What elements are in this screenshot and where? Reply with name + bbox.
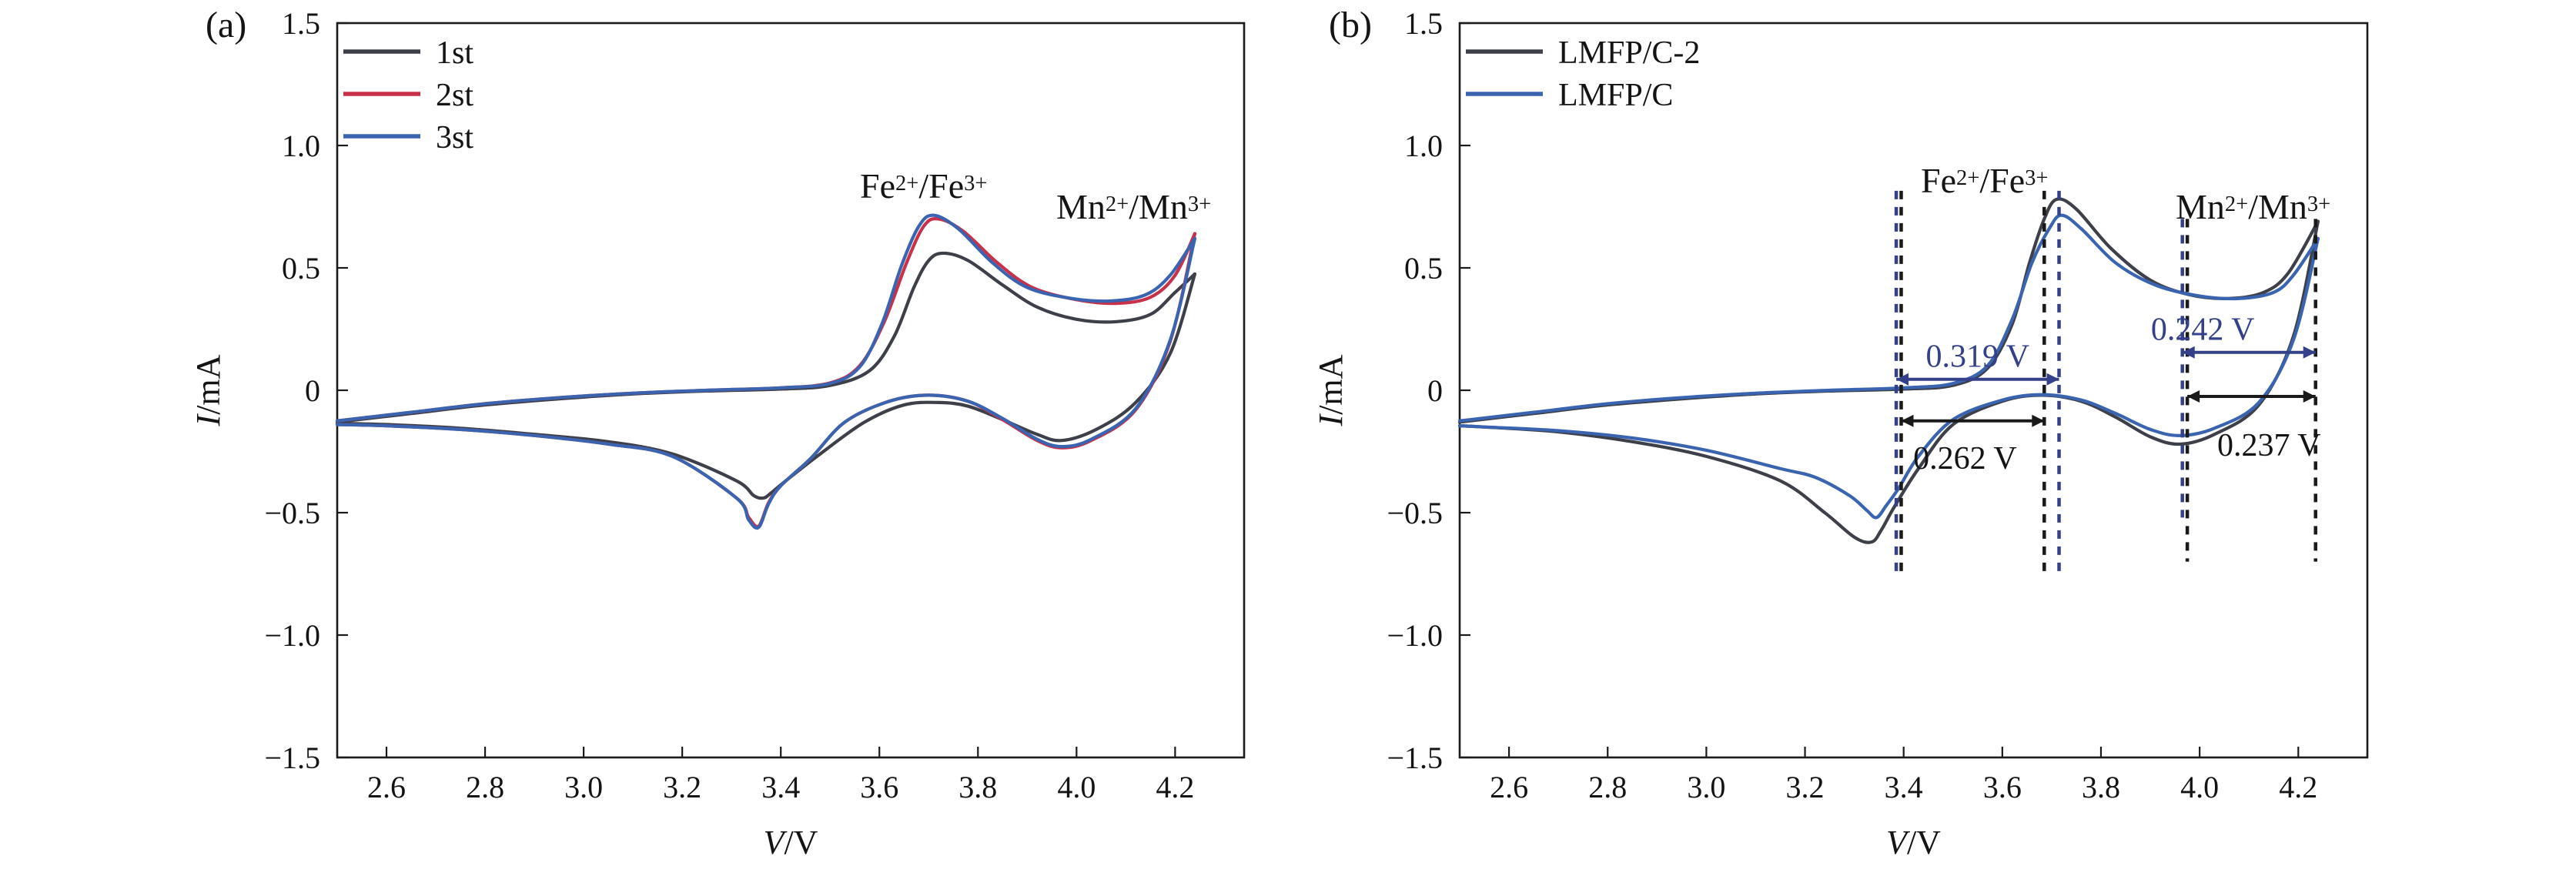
svg-text:0: 0 bbox=[305, 373, 320, 408]
svg-text:0.319 V: 0.319 V bbox=[1926, 339, 2030, 375]
svg-text:2.8: 2.8 bbox=[1588, 770, 1627, 804]
svg-text:−1.0: −1.0 bbox=[1387, 618, 1443, 653]
svg-text:1.0: 1.0 bbox=[282, 129, 320, 163]
svg-text:2.8: 2.8 bbox=[466, 770, 504, 804]
svg-text:0: 0 bbox=[1427, 373, 1443, 408]
svg-text:−1.0: −1.0 bbox=[264, 618, 320, 653]
svg-text:(b): (b) bbox=[1329, 5, 1372, 45]
svg-text:I/mA: I/mA bbox=[1312, 354, 1350, 426]
svg-text:4.2: 4.2 bbox=[2279, 770, 2317, 804]
svg-text:4.2: 4.2 bbox=[1156, 770, 1194, 804]
svg-text:1.5: 1.5 bbox=[1404, 6, 1443, 41]
svg-text:V/V: V/V bbox=[1886, 824, 1941, 861]
svg-text:3.4: 3.4 bbox=[761, 770, 800, 804]
svg-text:0.5: 0.5 bbox=[1404, 251, 1443, 286]
svg-text:4.0: 4.0 bbox=[1057, 770, 1096, 804]
svg-text:LMFP/C-2: LMFP/C-2 bbox=[1558, 35, 1700, 71]
svg-text:3st: 3st bbox=[436, 120, 473, 155]
svg-text:0.262 V: 0.262 V bbox=[1913, 441, 2017, 476]
svg-text:3.0: 3.0 bbox=[564, 770, 603, 804]
svg-text:3.8: 3.8 bbox=[958, 770, 997, 804]
svg-text:1st: 1st bbox=[436, 35, 473, 71]
svg-text:1.5: 1.5 bbox=[282, 6, 320, 41]
svg-text:3.4: 3.4 bbox=[1885, 770, 1923, 804]
svg-text:3.6: 3.6 bbox=[1983, 770, 2022, 804]
svg-text:(a): (a) bbox=[206, 5, 246, 45]
svg-text:LMFP/C: LMFP/C bbox=[1558, 78, 1673, 113]
svg-text:4.0: 4.0 bbox=[2180, 770, 2219, 804]
svg-text:0.242 V: 0.242 V bbox=[2151, 313, 2255, 348]
svg-text:3.2: 3.2 bbox=[663, 770, 701, 804]
svg-text:0.5: 0.5 bbox=[282, 251, 320, 286]
svg-text:3.0: 3.0 bbox=[1687, 770, 1725, 804]
svg-text:1.0: 1.0 bbox=[1404, 129, 1443, 163]
svg-text:0.237 V: 0.237 V bbox=[2217, 428, 2321, 463]
svg-text:2.6: 2.6 bbox=[1490, 770, 1528, 804]
svg-text:2st: 2st bbox=[436, 78, 473, 113]
svg-text:3.6: 3.6 bbox=[860, 770, 898, 804]
svg-text:2.6: 2.6 bbox=[367, 770, 406, 804]
svg-text:−0.5: −0.5 bbox=[1387, 496, 1443, 530]
svg-text:3.2: 3.2 bbox=[1786, 770, 1825, 804]
svg-text:3.8: 3.8 bbox=[2082, 770, 2120, 804]
svg-text:V/V: V/V bbox=[764, 824, 818, 861]
svg-text:−1.5: −1.5 bbox=[264, 741, 320, 775]
svg-text:I/mA: I/mA bbox=[189, 354, 227, 426]
svg-text:−1.5: −1.5 bbox=[1387, 741, 1443, 775]
svg-text:−0.5: −0.5 bbox=[264, 496, 320, 530]
